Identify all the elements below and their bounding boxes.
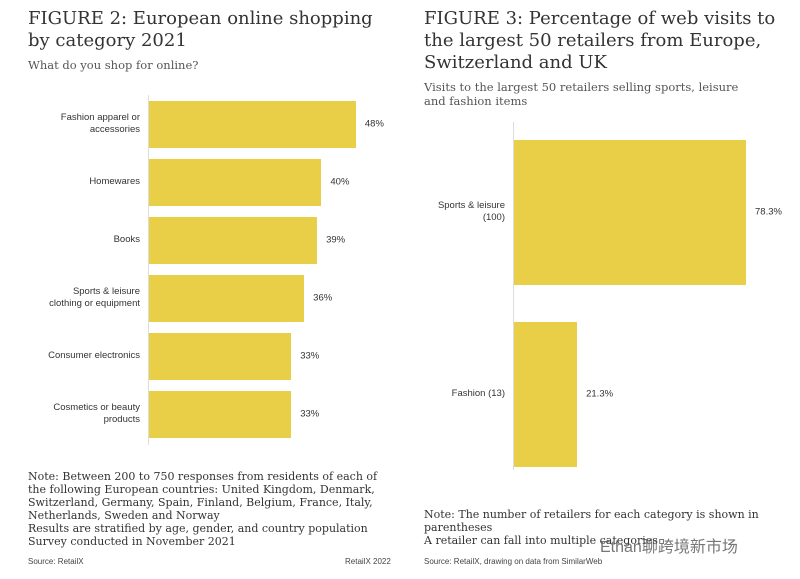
chart-title: FIGURE 2: European online shopping by ca… <box>28 8 373 51</box>
category-label: Homewares <box>89 176 140 187</box>
category-label: Cosmetics or beauty products <box>53 402 140 425</box>
note: Note: Between 200 to 750 responses from … <box>28 470 378 548</box>
brand: RetailX 2022 <box>345 557 391 566</box>
bar <box>149 216 318 264</box>
category-label: Fashion apparel or accessories <box>60 112 140 135</box>
category-label: Consumer electronics <box>48 350 140 361</box>
axis-line <box>148 95 149 445</box>
category-label: Fashion (13) <box>451 388 505 399</box>
bar <box>514 321 578 467</box>
value-label: 78.3% <box>755 206 782 218</box>
value-label: 21.3% <box>586 388 614 400</box>
bar <box>149 100 356 148</box>
axis-line <box>513 122 514 470</box>
chart-title: FIGURE 3: Percentage of web visits to th… <box>424 8 776 73</box>
note: Note: The number of retailers for each c… <box>424 508 759 547</box>
value-label: 33% <box>300 350 320 362</box>
bar <box>149 332 292 380</box>
value-label: 40% <box>330 176 350 188</box>
bar <box>149 158 322 206</box>
bar <box>149 390 292 438</box>
category-label: Books <box>113 234 140 245</box>
source: Source: RetailX <box>28 557 84 566</box>
watermark: Ethan聊跨境新市场 <box>600 539 738 556</box>
bar <box>514 139 746 285</box>
value-label: 36% <box>313 292 333 304</box>
chart-subtitle: Visits to the largest 50 retailers selli… <box>424 80 739 108</box>
value-label: 39% <box>326 234 346 246</box>
bar <box>149 274 305 322</box>
value-label: 48% <box>364 118 384 130</box>
value-label: 33% <box>300 408 320 420</box>
chart-subtitle: What do you shop for online? <box>28 58 199 72</box>
category-label: Sports & leisure (100) <box>437 200 505 223</box>
category-label: Sports & leisure clothing or equipment <box>49 286 140 309</box>
source: Source: RetailX, drawing on data from Si… <box>424 557 603 566</box>
